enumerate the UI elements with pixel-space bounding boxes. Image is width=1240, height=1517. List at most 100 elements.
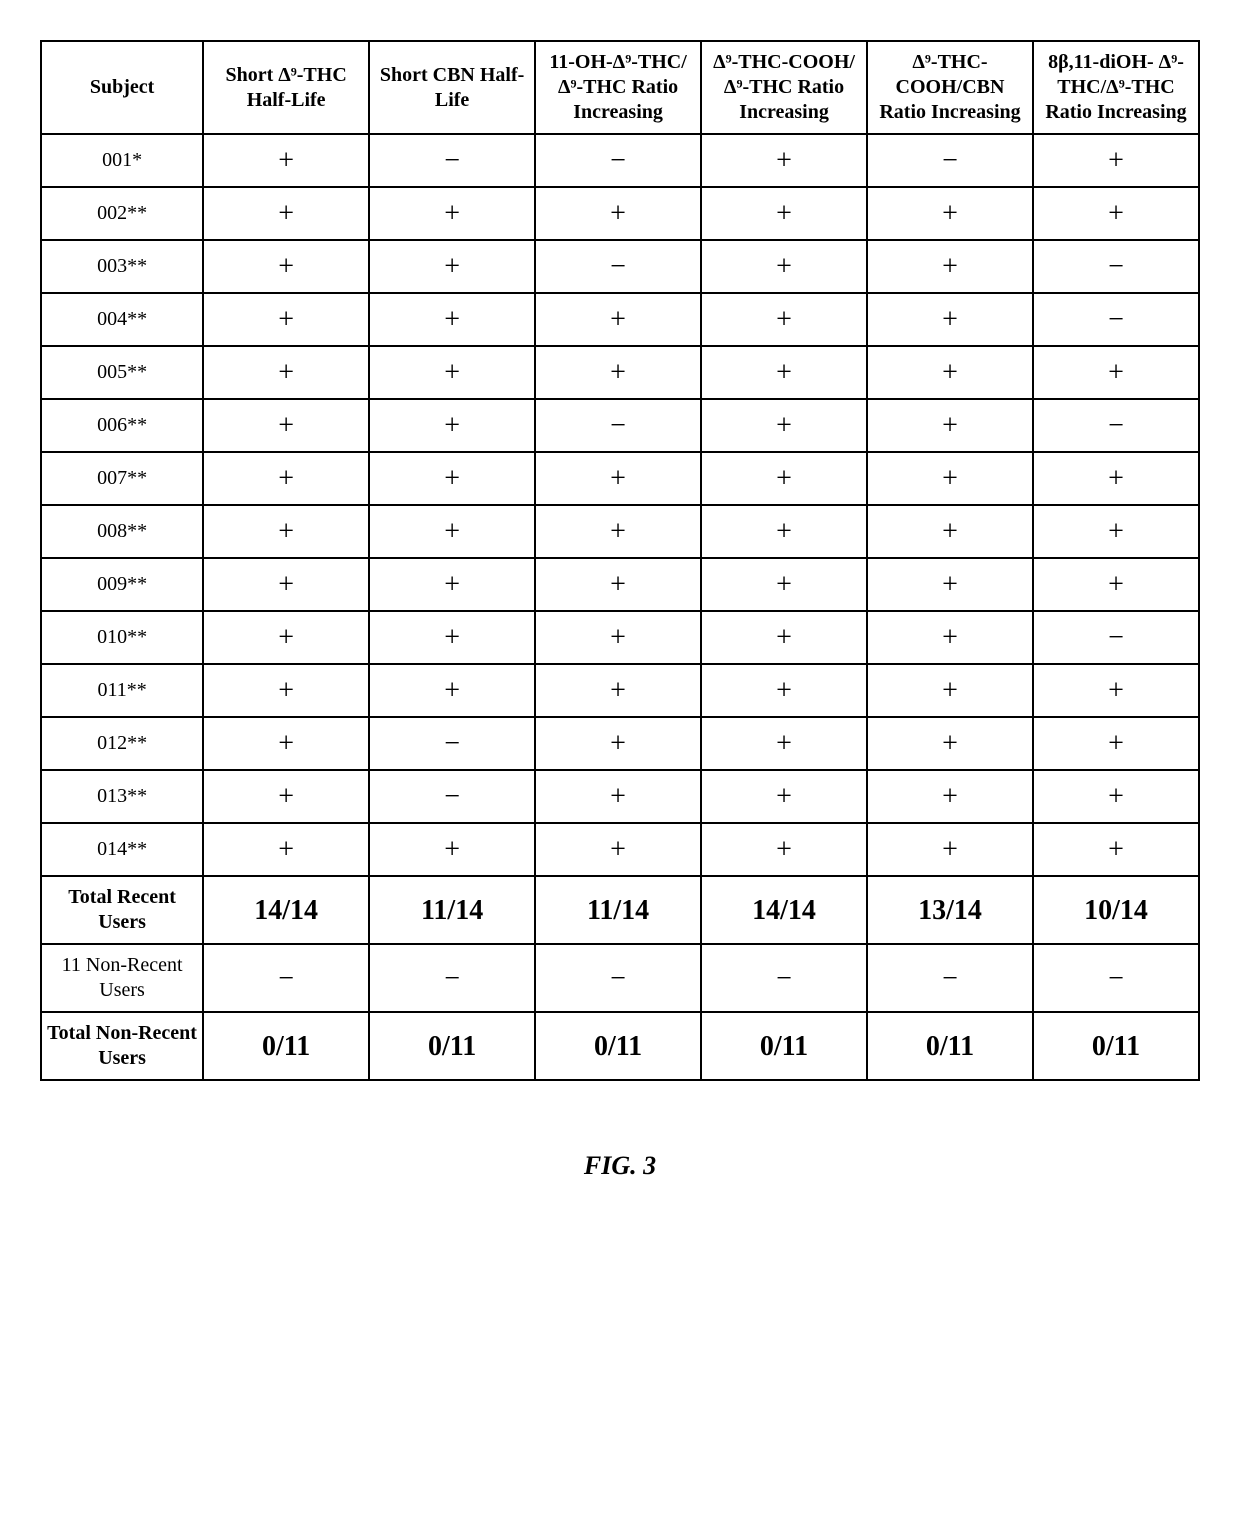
value-cell: + xyxy=(369,558,535,611)
value-cell: + xyxy=(867,452,1033,505)
table-row: 010**+++++− xyxy=(41,611,1199,664)
value-cell: + xyxy=(203,823,369,876)
value-cell: + xyxy=(203,452,369,505)
value-cell: + xyxy=(1033,346,1199,399)
subject-cell: 003** xyxy=(41,240,203,293)
subject-cell: 001* xyxy=(41,134,203,187)
col-header-subject: Subject xyxy=(41,41,203,134)
value-cell: + xyxy=(203,240,369,293)
value-cell: + xyxy=(867,240,1033,293)
value-cell: + xyxy=(369,823,535,876)
value-cell: + xyxy=(369,399,535,452)
subject-cell: 006** xyxy=(41,399,203,452)
value-cell: + xyxy=(701,611,867,664)
value-cell: + xyxy=(203,293,369,346)
value-cell: + xyxy=(203,346,369,399)
summary-value: − xyxy=(369,944,535,1012)
subject-cell: 004** xyxy=(41,293,203,346)
summary-row: Total Non-Recent Users0/110/110/110/110/… xyxy=(41,1012,1199,1080)
summary-value: 0/11 xyxy=(867,1012,1033,1080)
subject-cell: 013** xyxy=(41,770,203,823)
summary-value: 10/14 xyxy=(1033,876,1199,944)
summary-value: − xyxy=(1033,944,1199,1012)
col-header-6: 8β,11-diOH- Δ⁹-THC/Δ⁹-THC Ratio Increasi… xyxy=(1033,41,1199,134)
value-cell: − xyxy=(1033,293,1199,346)
subject-cell: 014** xyxy=(41,823,203,876)
table-row: 008**++++++ xyxy=(41,505,1199,558)
value-cell: + xyxy=(701,346,867,399)
value-cell: + xyxy=(701,293,867,346)
value-cell: − xyxy=(369,134,535,187)
summary-value: 13/14 xyxy=(867,876,1033,944)
summary-value: 0/11 xyxy=(369,1012,535,1080)
table-row: 003**++−++− xyxy=(41,240,1199,293)
value-cell: + xyxy=(701,452,867,505)
table-row: 012**+−++++ xyxy=(41,717,1199,770)
value-cell: + xyxy=(203,558,369,611)
value-cell: + xyxy=(203,611,369,664)
col-header-3: 11-OH-Δ⁹-THC/Δ⁹-THC Ratio Increasing xyxy=(535,41,701,134)
value-cell: + xyxy=(369,187,535,240)
value-cell: + xyxy=(369,240,535,293)
value-cell: − xyxy=(867,134,1033,187)
value-cell: + xyxy=(701,558,867,611)
subject-cell: 011** xyxy=(41,664,203,717)
subject-cell: 010** xyxy=(41,611,203,664)
table-row: 006**++−++− xyxy=(41,399,1199,452)
value-cell: + xyxy=(867,717,1033,770)
value-cell: + xyxy=(701,823,867,876)
value-cell: + xyxy=(369,452,535,505)
value-cell: + xyxy=(535,187,701,240)
value-cell: + xyxy=(1033,452,1199,505)
summary-row: Total Recent Users14/1411/1411/1414/1413… xyxy=(41,876,1199,944)
value-cell: + xyxy=(1033,505,1199,558)
value-cell: + xyxy=(867,770,1033,823)
value-cell: + xyxy=(535,505,701,558)
summary-value: 14/14 xyxy=(701,876,867,944)
summary-value: 11/14 xyxy=(369,876,535,944)
value-cell: + xyxy=(867,187,1033,240)
value-cell: + xyxy=(369,346,535,399)
value-cell: + xyxy=(203,187,369,240)
figure-caption: FIG. 3 xyxy=(40,1151,1200,1181)
table-row: 007**++++++ xyxy=(41,452,1199,505)
value-cell: + xyxy=(1033,187,1199,240)
summary-value: 0/11 xyxy=(203,1012,369,1080)
value-cell: + xyxy=(203,505,369,558)
value-cell: − xyxy=(535,399,701,452)
subject-cell: 009** xyxy=(41,558,203,611)
value-cell: + xyxy=(535,558,701,611)
summary-value: 0/11 xyxy=(701,1012,867,1080)
value-cell: − xyxy=(1033,240,1199,293)
value-cell: + xyxy=(369,505,535,558)
table-row: 002**++++++ xyxy=(41,187,1199,240)
table-row: 004**+++++− xyxy=(41,293,1199,346)
value-cell: + xyxy=(535,293,701,346)
value-cell: + xyxy=(867,346,1033,399)
value-cell: + xyxy=(203,134,369,187)
value-cell: + xyxy=(1033,770,1199,823)
summary-value: − xyxy=(535,944,701,1012)
table-row: 011**++++++ xyxy=(41,664,1199,717)
subject-cell: 007** xyxy=(41,452,203,505)
value-cell: + xyxy=(867,664,1033,717)
value-cell: + xyxy=(701,717,867,770)
value-cell: − xyxy=(535,134,701,187)
value-cell: − xyxy=(1033,611,1199,664)
value-cell: + xyxy=(867,558,1033,611)
value-cell: + xyxy=(535,664,701,717)
value-cell: − xyxy=(369,717,535,770)
value-cell: + xyxy=(701,134,867,187)
value-cell: + xyxy=(701,770,867,823)
value-cell: + xyxy=(1033,134,1199,187)
value-cell: + xyxy=(535,452,701,505)
table-header: Subject Short Δ⁹-THC Half-Life Short CBN… xyxy=(41,41,1199,134)
value-cell: − xyxy=(369,770,535,823)
table-row: 001*+−−+−+ xyxy=(41,134,1199,187)
value-cell: + xyxy=(535,346,701,399)
value-cell: + xyxy=(535,611,701,664)
value-cell: − xyxy=(1033,399,1199,452)
summary-label: Total Recent Users xyxy=(41,876,203,944)
value-cell: + xyxy=(701,664,867,717)
summary-label: Total Non-Recent Users xyxy=(41,1012,203,1080)
